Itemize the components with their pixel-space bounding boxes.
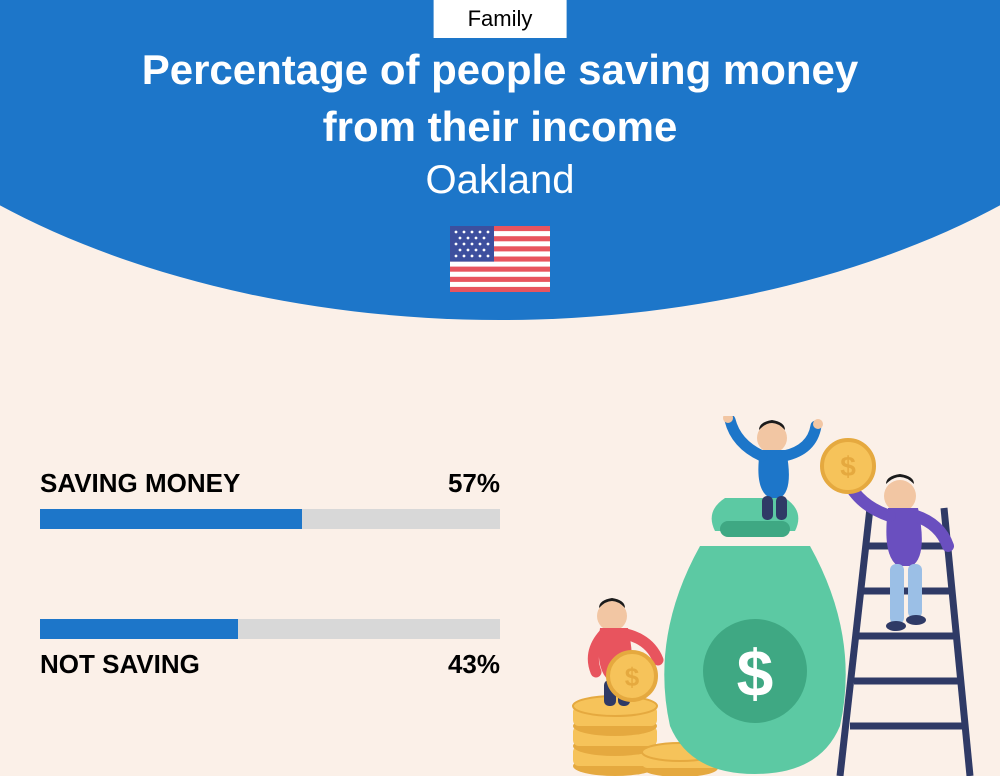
money-illustration: $ $ (560, 416, 980, 776)
svg-text:$: $ (625, 662, 640, 692)
svg-text:$: $ (737, 636, 774, 710)
bar-fill (40, 509, 302, 529)
bar-track (40, 619, 500, 639)
us-flag-icon (450, 226, 550, 292)
svg-text:$: $ (840, 451, 856, 482)
bar-row-notsaving: NOT SAVING 43% (40, 619, 500, 680)
page-title: Percentage of people saving money from t… (0, 42, 1000, 155)
title-line-2: from their income (323, 103, 678, 150)
bar-label: SAVING MONEY (40, 468, 240, 499)
bar-fill (40, 619, 238, 639)
bar-label: NOT SAVING (40, 649, 200, 680)
bar-percent: 43% (448, 649, 500, 680)
coin-icon: $ (822, 440, 874, 492)
bar-track (40, 509, 500, 529)
bars-container: SAVING MONEY 57% NOT SAVING 43% (40, 468, 500, 770)
page-subtitle: Oakland (0, 158, 1000, 203)
category-badge: Family (434, 0, 567, 38)
bar-row-saving: SAVING MONEY 57% (40, 468, 500, 529)
money-bag-icon: $ (664, 498, 845, 774)
coin-icon: $ (608, 652, 656, 700)
bar-percent: 57% (448, 468, 500, 499)
title-line-1: Percentage of people saving money (142, 46, 859, 93)
